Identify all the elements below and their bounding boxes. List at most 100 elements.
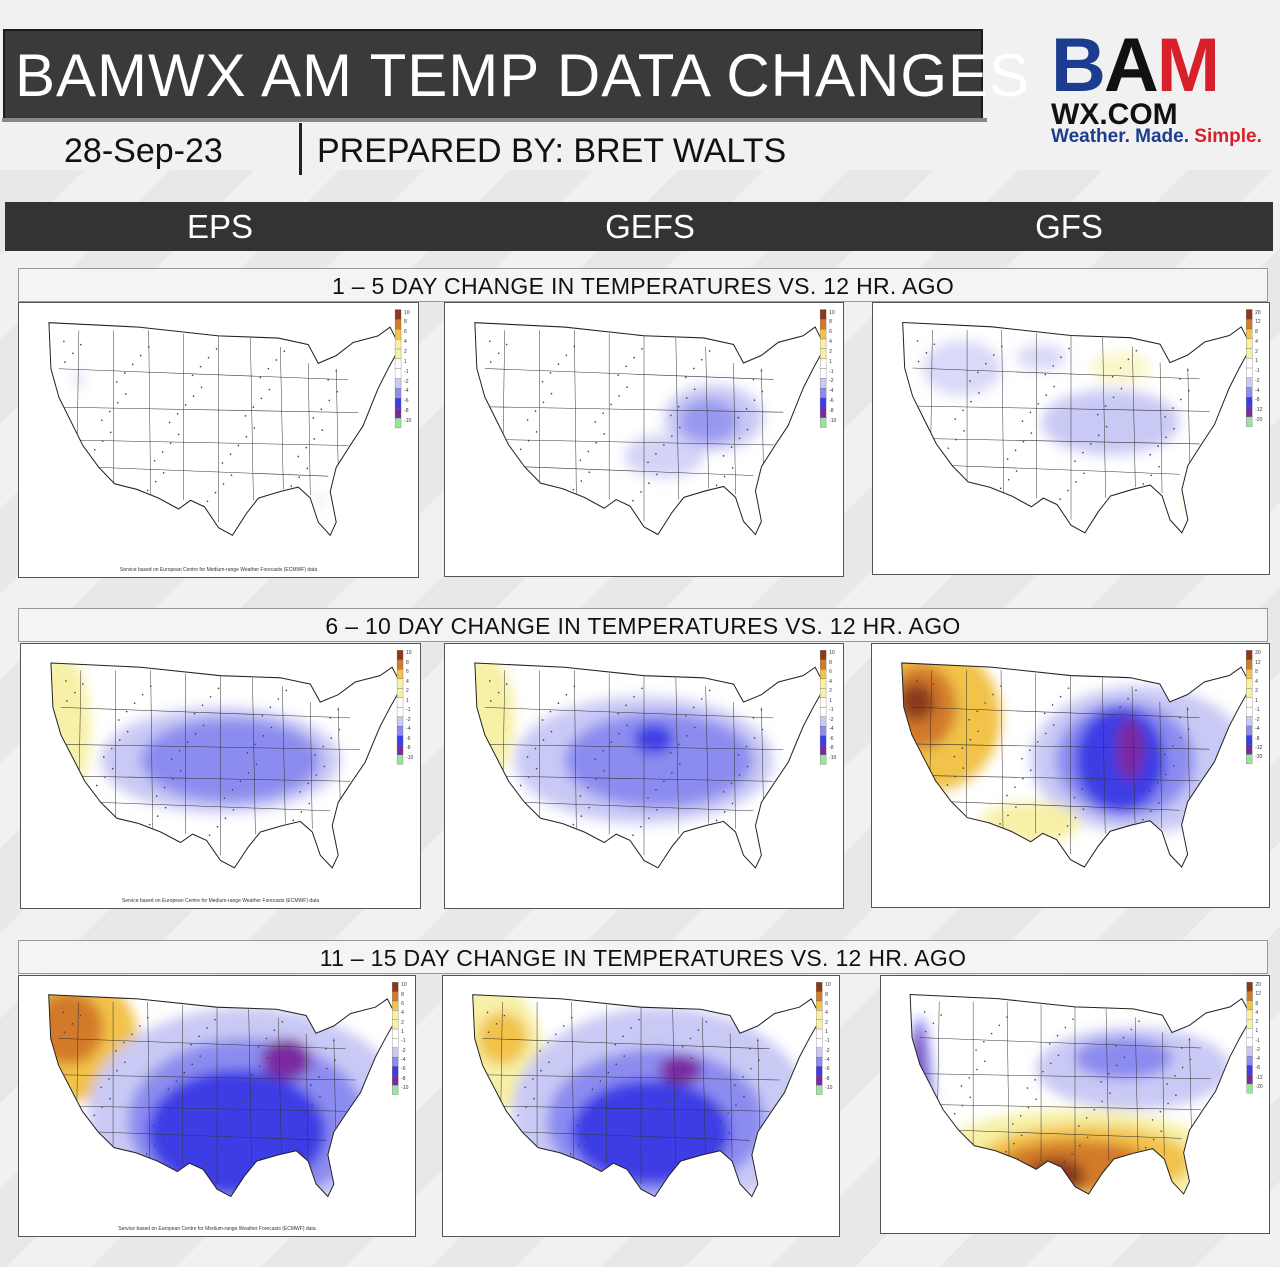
legend-tick-label: 20: [1255, 982, 1261, 989]
legend-tick-label: -8: [401, 1075, 406, 1082]
legend-tick-label: 4: [825, 1010, 828, 1017]
page-title: BAMWX AM TEMP DATA CHANGES: [15, 42, 1031, 109]
ecmwf-footnote: Service based on European Centre for Med…: [119, 567, 318, 573]
logo-wordmark: BAM: [1051, 28, 1220, 104]
map-gefs-11-15-day: 10 8 6 4 2 1 -1 -2 -4 -6 -8 -10: [442, 975, 840, 1237]
legend-tick-label: -8: [404, 408, 409, 415]
legend-tick-label: 10: [829, 650, 835, 657]
legend-tick-label: -12: [1255, 407, 1263, 414]
map-gefs-6-10-day: 10 8 6 4 2 1 -1 -2 -4 -6 -8 -10: [444, 643, 844, 909]
legend-tick-label: 6: [829, 669, 832, 676]
legend-tick-label: 6: [404, 329, 407, 336]
legend-tick-label: -1: [1255, 368, 1260, 375]
date-label: 28-Sep-23: [64, 132, 223, 170]
ecmwf-footnote: Service based on European Centre for Med…: [118, 1226, 316, 1232]
legend-tick-label: 8: [404, 319, 407, 326]
map-graphic: [48, 309, 402, 537]
column-header-gefs: GEFS: [605, 208, 695, 245]
legend-tick-label: 4: [404, 339, 407, 346]
logo-letter-a: A: [1103, 23, 1159, 108]
legend-tick-label: -1: [829, 707, 834, 714]
legend-tick-label: 1: [829, 697, 832, 704]
map-graphic: [902, 309, 1253, 534]
legend-tick-label: -4: [401, 1057, 406, 1064]
legend-tick-label: 10: [829, 309, 835, 316]
legend-tick-label: -4: [1255, 726, 1260, 733]
legend-tick-label: -1: [404, 368, 409, 375]
legend-tick-label: 12: [1255, 659, 1261, 666]
column-header-gfs: GFS: [1035, 208, 1103, 245]
legend-tick-label: -2: [825, 1047, 830, 1054]
legend-tick-label: 20: [1255, 650, 1261, 657]
legend-tick-label: -2: [829, 716, 834, 723]
header-divider: [299, 123, 302, 175]
map-gfs-11-15-day: 20 12 8 4 2 1 -1 -2 -4 -8 -12 -20: [880, 975, 1270, 1234]
prepared-by-label: PREPARED BY: BRET WALTS: [317, 132, 787, 170]
map-gfs-6-10-day: 20 12 8 4 2 1 -1 -2 -4 -8 -12 -20: [871, 643, 1270, 908]
logo-tagline-part2: Simple.: [1194, 126, 1262, 147]
legend-tick-label: -10: [825, 1085, 833, 1092]
map-graphic: [472, 982, 823, 1198]
legend-tick-label: 8: [1255, 329, 1258, 336]
legend-tick-label: -1: [825, 1038, 830, 1045]
logo-letter-m: M: [1156, 23, 1220, 108]
legend-tick-label: 4: [829, 678, 832, 685]
legend-tick-label: 1: [406, 697, 409, 704]
legend-tick-label: -6: [829, 398, 834, 404]
legend-tick-label: -2: [1255, 1046, 1260, 1053]
legend-tick-label: 1: [1255, 358, 1258, 365]
map-eps-6-10-day: Service based on European Centre for Med…: [20, 643, 421, 909]
legend-tick-label: -10: [406, 754, 414, 761]
legend-tick-label: 2: [1255, 1019, 1259, 1026]
legend-tick-label: 2: [829, 688, 832, 695]
legend-tick-label: 8: [1255, 1000, 1259, 1007]
legend-tick-label: -1: [1255, 1037, 1260, 1044]
row-label-11-15-day: 11 – 15 DAY CHANGE IN TEMPERATURES VS. 1…: [18, 940, 1268, 974]
legend-tick-label: -12: [1255, 1074, 1263, 1081]
map-eps-1-5-day: Service based on European Centre for Med…: [18, 302, 419, 578]
legend-tick-label: 1: [404, 358, 407, 365]
map-graphic: [48, 982, 399, 1198]
legend-tick-label: 8: [1255, 669, 1258, 676]
legend-tick-label: -8: [829, 407, 834, 414]
legend-tick-label: -6: [404, 398, 409, 405]
legend-tick-label: 2: [825, 1019, 828, 1026]
legend-tick-label: -4: [404, 388, 409, 395]
legend-tick-label: 4: [401, 1010, 404, 1017]
legend-tick-label: 4: [406, 678, 409, 685]
legend-tick-label: 1: [1255, 697, 1258, 704]
legend-tick-label: -4: [1255, 387, 1260, 394]
legend-tick-label: 6: [825, 1000, 828, 1007]
legend-tick-label: -2: [401, 1047, 406, 1054]
logo-tagline-part1: Weather. Made.: [1051, 126, 1195, 147]
legend-tick-label: -4: [829, 726, 834, 733]
legend-tick-label: -4: [406, 726, 411, 733]
legend-tick-label: 10: [401, 982, 407, 989]
legend-tick-label: 20: [1255, 309, 1261, 316]
legend-tick-label: 2: [829, 348, 832, 355]
legend-tick-label: -2: [404, 378, 409, 385]
legend-tick-label: 2: [404, 349, 407, 356]
legend-tick-label: 8: [829, 319, 832, 326]
legend-tick-label: 8: [825, 991, 828, 998]
legend-tick-label: -1: [406, 707, 411, 714]
map-gefs-1-5-day: 10 8 6 4 2 1 -1 -2 -4 -6 -8 -10: [444, 302, 844, 577]
legend-tick-label: 10: [404, 309, 410, 316]
legend-tick-label: -8: [825, 1075, 830, 1082]
legend-tick-label: -8: [406, 745, 411, 752]
legend-tick-label: -8: [829, 745, 834, 752]
legend-tick-label: -8: [1255, 1065, 1260, 1072]
legend-tick-label: 4: [829, 339, 832, 346]
column-header-eps: EPS: [186, 208, 254, 245]
map-graphic: [901, 650, 1253, 868]
legend-tick-label: 2: [406, 688, 409, 695]
legend-tick-label: 4: [1255, 1009, 1259, 1016]
legend-tick-label: -2: [1255, 716, 1260, 723]
legend-tick-label: 6: [406, 669, 409, 676]
row-label-1-5-day: 1 – 5 DAY CHANGE IN TEMPERATURES VS. 12 …: [18, 268, 1268, 302]
legend-tick-label: -10: [829, 754, 837, 761]
legend-tick-label: 4: [1255, 678, 1258, 685]
logo-domain: WX.COM: [1051, 98, 1178, 131]
legend-tick-label: -8: [1255, 397, 1260, 404]
legend-tick-label: 1: [825, 1029, 828, 1036]
